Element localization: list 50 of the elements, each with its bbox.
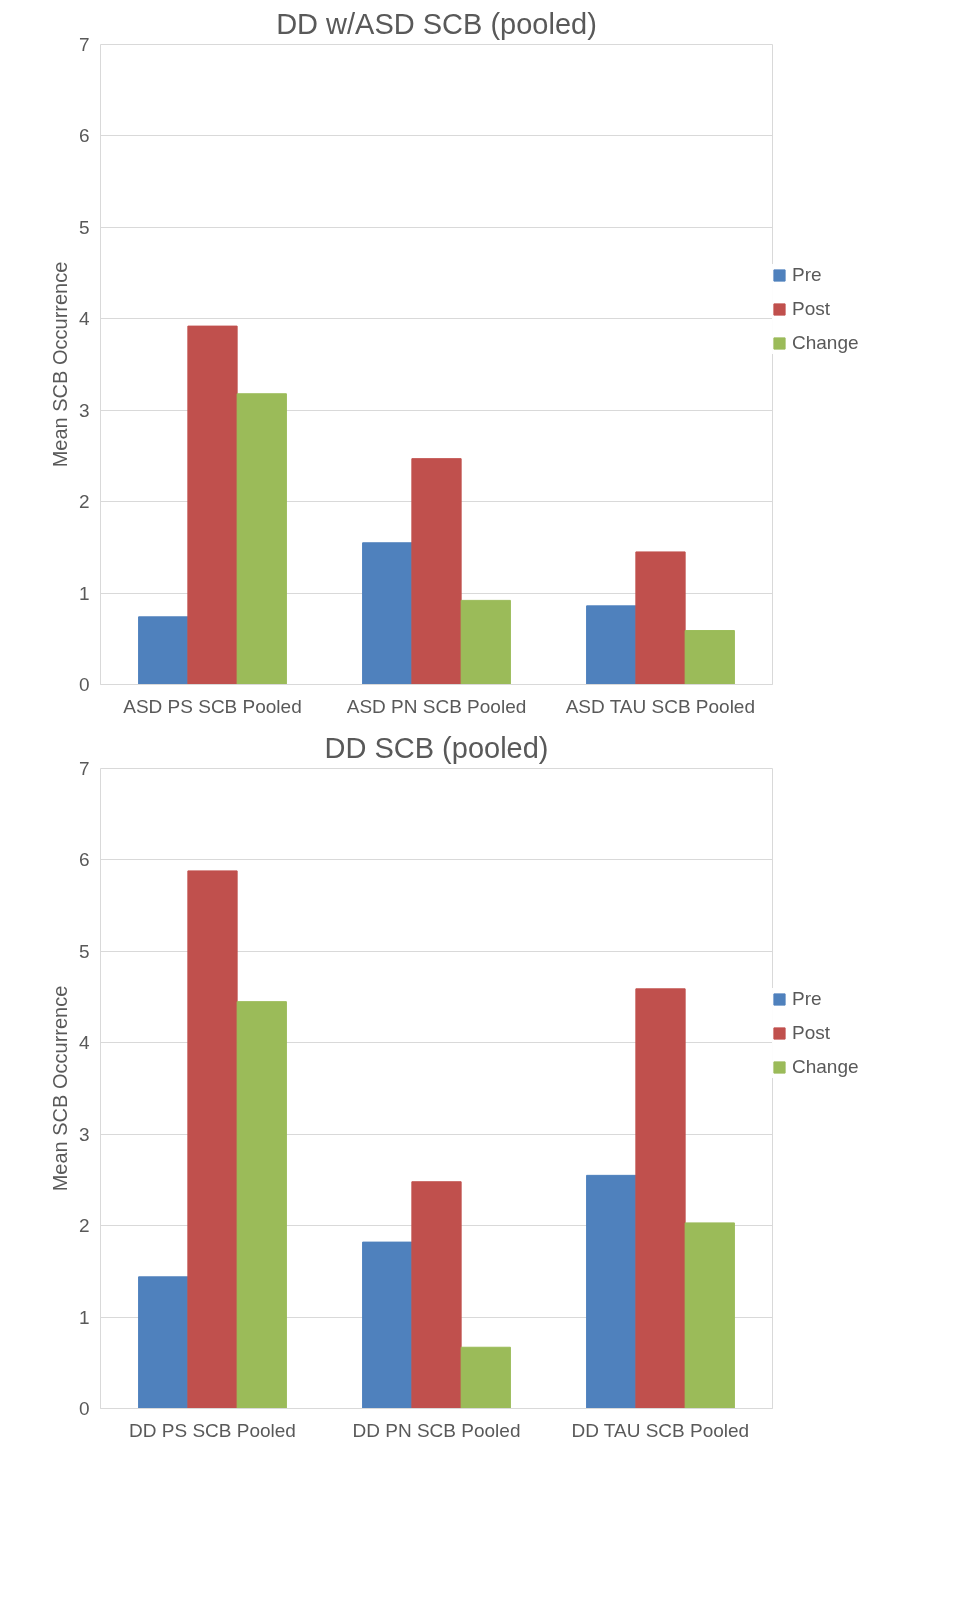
x-tick-label: DD TAU SCB Pooled — [571, 1419, 750, 1441]
y-tick-label: 5 — [78, 940, 90, 962]
legend-label: Change — [792, 1056, 859, 1078]
y-tick-label: 2 — [78, 1215, 90, 1237]
bar — [586, 605, 637, 685]
y-tick-label: 4 — [78, 308, 90, 330]
bar — [684, 630, 735, 685]
y-axis-title: Mean SCB Occurrence — [48, 985, 71, 1192]
y-tick-label: 2 — [78, 491, 90, 513]
x-tick-label: DD PS SCB Pooled — [129, 1419, 296, 1441]
bar — [635, 551, 686, 685]
y-tick-label: 0 — [78, 674, 90, 695]
y-tick-label: 5 — [78, 216, 90, 238]
legend-label: Pre — [792, 264, 822, 286]
x-tick-label: ASD TAU SCB Pooled — [565, 695, 756, 717]
y-tick-label: 1 — [78, 1306, 90, 1328]
y-tick-label: 3 — [78, 1123, 90, 1145]
bar — [236, 393, 287, 685]
bar — [362, 1241, 413, 1409]
chart-title: DD w/ASD SCB (pooled) — [276, 7, 597, 40]
bar — [586, 1174, 637, 1409]
bar — [411, 458, 462, 685]
bar — [684, 1222, 735, 1409]
bar — [187, 325, 238, 685]
y-tick-label: 4 — [78, 1032, 90, 1054]
chart-title: DD SCB (pooled) — [324, 731, 549, 764]
bar — [138, 1276, 189, 1409]
y-tick-label: 6 — [78, 849, 90, 871]
y-tick-label: 6 — [78, 125, 90, 147]
bar — [187, 870, 238, 1409]
bar — [236, 1001, 287, 1409]
y-tick-label: 3 — [78, 399, 90, 421]
y-axis-title: Mean SCB Occurrence — [48, 261, 71, 468]
bar — [411, 1181, 462, 1409]
legend-label: Change — [792, 332, 859, 354]
y-tick-label: 7 — [78, 758, 90, 779]
bar — [460, 599, 511, 685]
legend-label: Post — [792, 298, 831, 320]
legend-label: Pre — [792, 988, 822, 1010]
x-tick-label: ASD PN SCB Pooled — [346, 695, 527, 717]
bar — [460, 1346, 511, 1409]
y-tick-label: 0 — [78, 1398, 90, 1419]
x-tick-label: ASD PS SCB Pooled — [123, 695, 302, 717]
bar — [635, 988, 686, 1409]
bar — [138, 616, 189, 685]
x-tick-label: DD PN SCB Pooled — [352, 1419, 521, 1441]
bar — [362, 542, 413, 685]
y-tick-label: 7 — [78, 34, 90, 55]
legend-label: Post — [792, 1022, 831, 1044]
y-tick-label: 1 — [78, 582, 90, 604]
